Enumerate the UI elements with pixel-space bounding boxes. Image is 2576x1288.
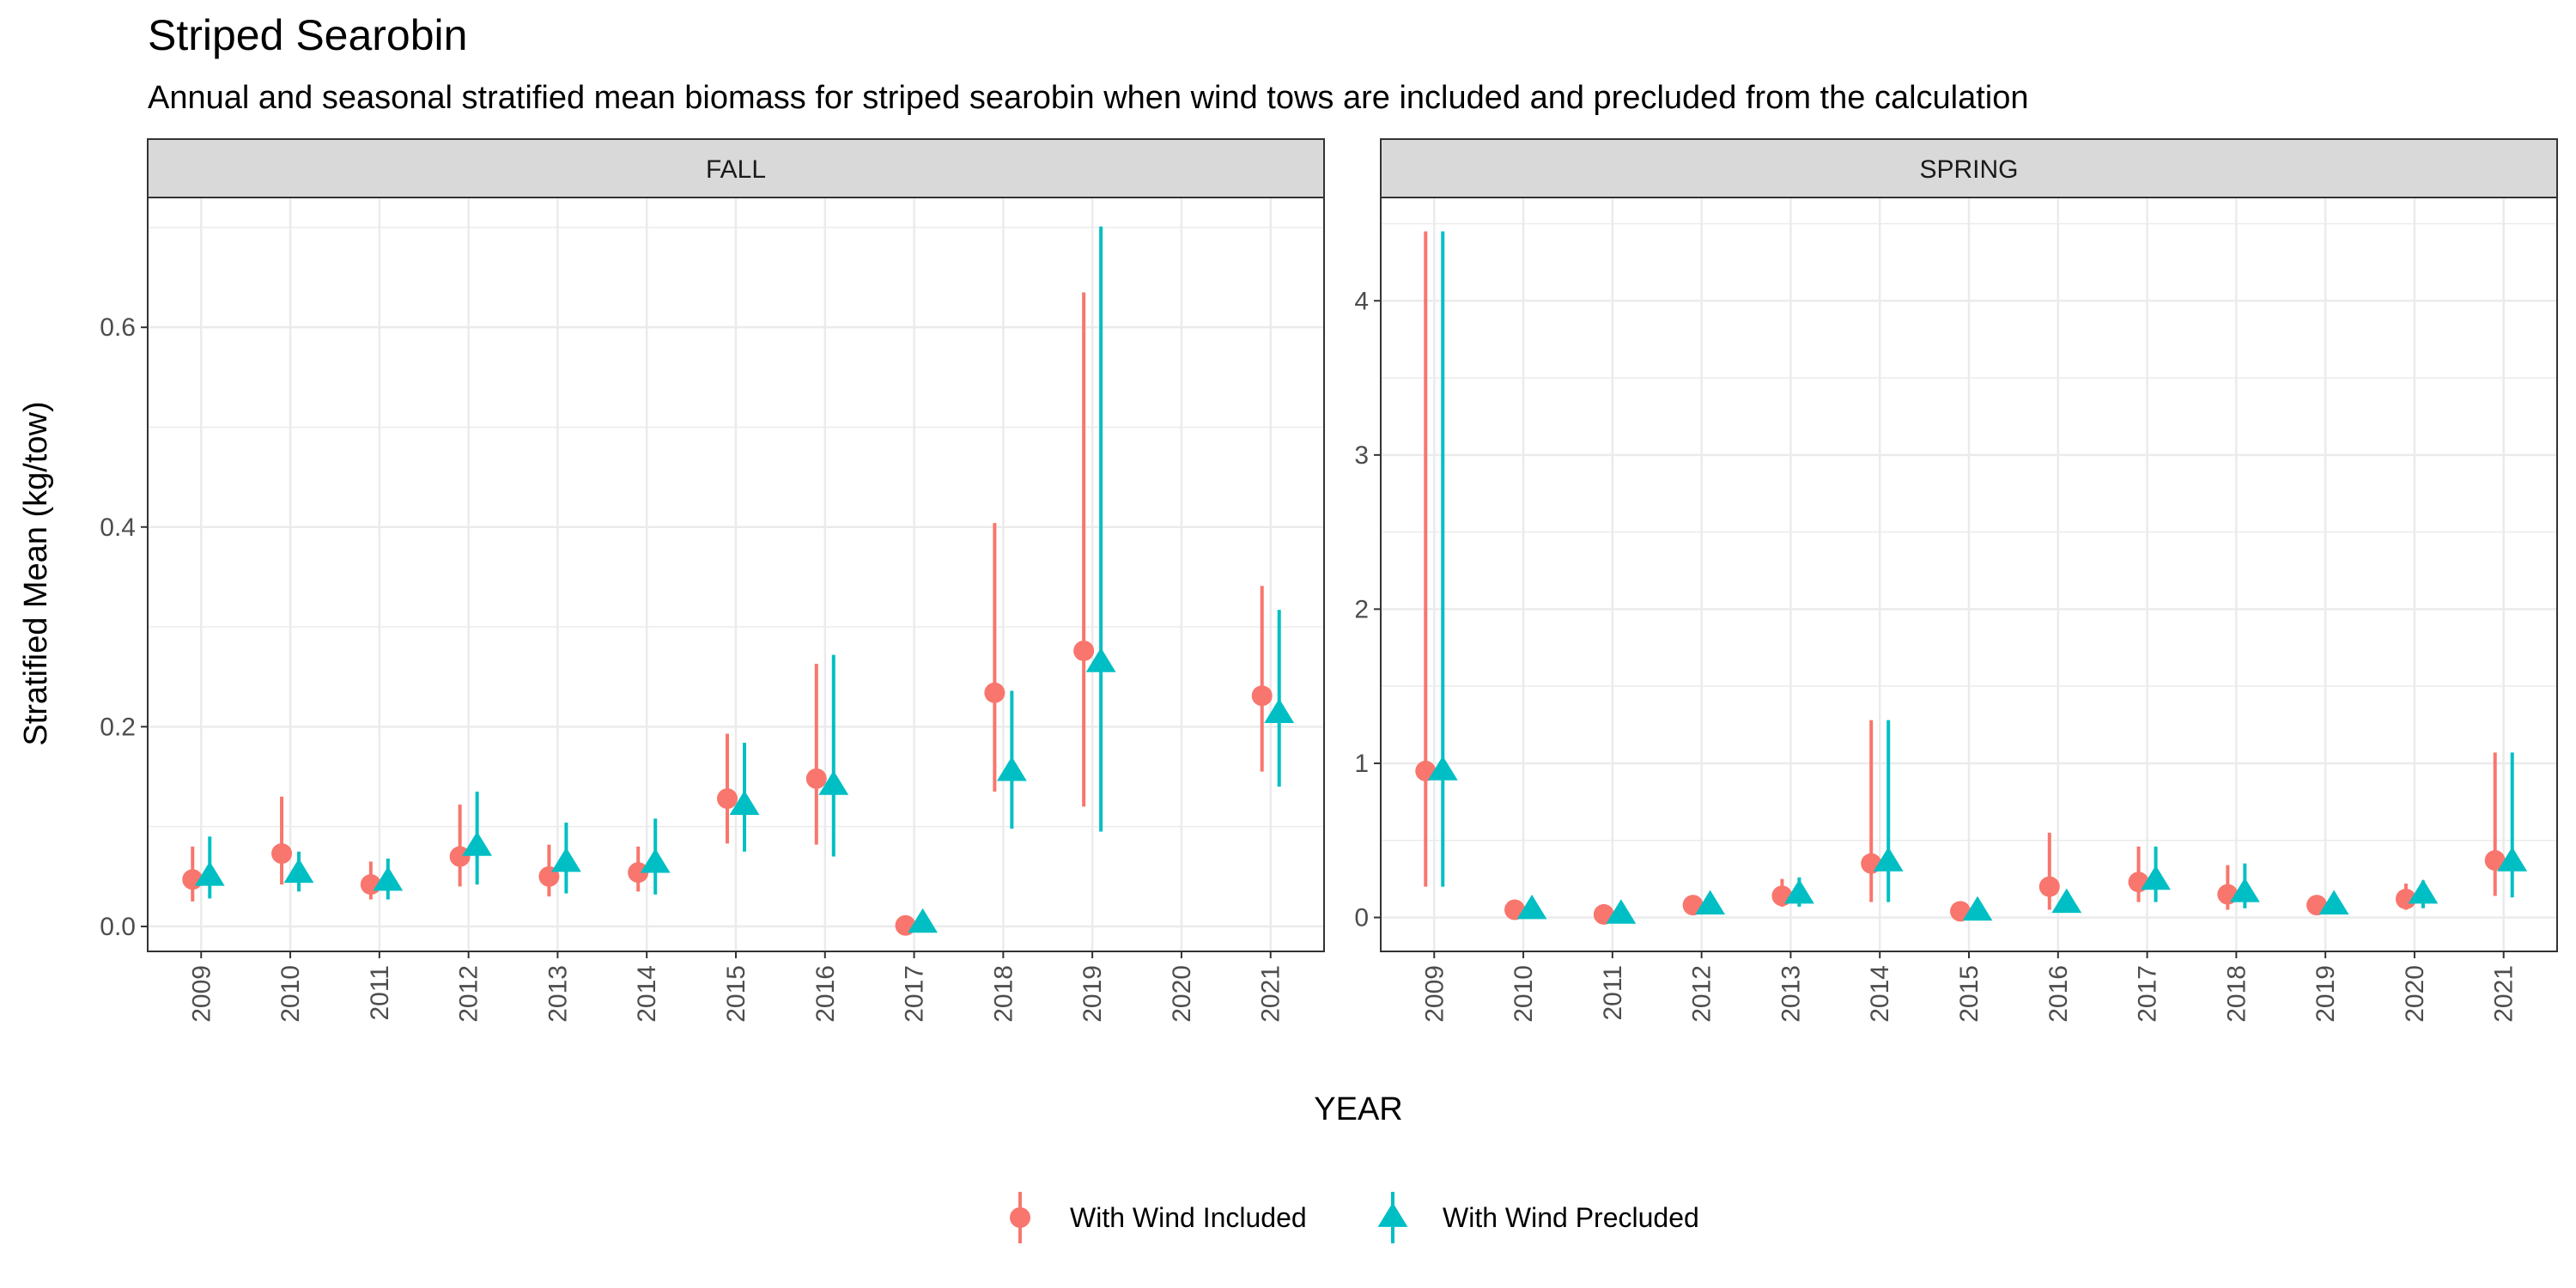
data-point-triangle [194,861,225,886]
x-tick-label: 2020 [1168,965,1196,1023]
data-point-circle [628,862,649,884]
data-point-circle [1073,640,1095,661]
data-point-circle [2484,850,2506,872]
y-tick-label: 0.4 [100,513,136,542]
x-tick-label: 2014 [1866,965,1894,1023]
data-point-triangle [1695,890,1726,914]
x-tick-label: 2017 [901,965,929,1023]
legend-label: With Wind Included [1070,1202,1307,1233]
data-point-triangle [1264,698,1295,724]
data-point-triangle [818,770,849,795]
data-point-triangle [2318,890,2349,914]
data-point-circle [984,682,1005,703]
data-point-triangle [373,866,404,891]
y-axis-title: Stratified Mean (kg/tow) [18,401,54,745]
data-point-triangle [2229,878,2260,902]
y-tick-label: 4 [1354,287,1369,315]
x-tick-label: 2011 [366,965,394,1021]
legend: With Wind Included With Wind Precluded [1010,1192,1699,1243]
data-point-triangle [2051,888,2082,914]
data-point-circle [1251,685,1273,707]
data-point-circle [271,843,293,865]
data-point-triangle [2141,865,2171,890]
legend-key-triangle [1377,1202,1408,1227]
y-tick-label: 0.6 [100,313,136,342]
chart-subtitle: Annual and seasonal stratified mean biom… [148,80,2029,116]
legend-item: With Wind Precluded [1377,1192,1699,1243]
data-point-triangle [1606,899,1637,924]
y-tick-label: 3 [1354,441,1369,470]
y-tick-label: 0 [1354,903,1369,932]
x-axis-title: YEAR [1314,1091,1402,1127]
x-tick-label: 2012 [455,965,483,1023]
x-tick-label: 2013 [544,965,572,1023]
x-tick-label: 2011 [1599,965,1627,1021]
y-tick-label: 2 [1354,595,1369,623]
x-tick-label: 2018 [2222,965,2251,1023]
y-tick-label: 0.2 [100,713,136,741]
x-tick-label: 2010 [1510,965,1538,1023]
data-point-triangle [462,831,493,856]
data-point-triangle [551,847,581,872]
x-tick-label: 2012 [1688,965,1716,1023]
data-point-circle [2038,876,2060,897]
facet-panel-fall: FALL 0.0 0.2 0.4 0.6 2009 2010 2011 2012 2013 2014… [100,138,1325,1023]
data-point-circle [717,788,738,810]
facet-strip-label: SPRING [1919,155,2018,184]
data-point-triangle [996,756,1027,781]
x-tick-label: 2010 [276,965,305,1023]
x-tick-label: 2015 [1955,965,1984,1023]
data-point-triangle [1427,756,1458,781]
data-point-circle [805,768,827,789]
x-tick-label: 2020 [2401,965,2429,1023]
data-point-triangle [908,908,938,933]
data-point-triangle [640,848,671,873]
x-tick-label: 2021 [1257,965,1285,1023]
facet-strip [1380,138,2558,198]
panel-border [147,197,1325,952]
legend-item: With Wind Included [1010,1192,1307,1243]
facet-panel-spring: SPRING 0 1 2 3 4 2009 2010 2011 2012 2013 2014 2015 2… [1354,138,2558,1023]
facet-strip-label: FALL [706,155,766,184]
x-tick-label: 2009 [1420,965,1449,1023]
legend-label: With Wind Precluded [1443,1202,1699,1233]
x-tick-label: 2009 [187,965,216,1023]
chart-title: Striped Searobin [148,11,467,59]
data-point-triangle [1873,847,1904,872]
data-point-triangle [1516,894,1547,920]
data-point-circle [2395,888,2416,909]
x-tick-label: 2019 [2312,965,2340,1023]
data-point-triangle [1085,647,1116,672]
data-point-triangle [729,790,760,816]
x-tick-label: 2021 [2490,965,2518,1023]
x-tick-label: 2014 [633,965,661,1023]
x-tick-label: 2019 [1078,965,1107,1023]
y-tick-label: 0.0 [100,913,136,941]
panel-border [1380,197,2558,952]
data-point-triangle [2408,878,2439,904]
x-tick-label: 2017 [2134,965,2162,1023]
x-tick-label: 2015 [722,965,750,1023]
data-point-triangle [2497,847,2528,872]
x-tick-label: 2018 [989,965,1018,1023]
x-tick-label: 2013 [1777,965,1805,1023]
facet-strip [147,138,1325,198]
legend-key-circle [1010,1207,1030,1228]
data-point-triangle [283,858,314,884]
data-point-triangle [1962,896,1993,921]
x-tick-label: 2016 [811,965,840,1023]
y-tick-label: 1 [1354,750,1369,778]
data-point-triangle [1784,878,1814,904]
x-tick-label: 2016 [2044,965,2073,1023]
